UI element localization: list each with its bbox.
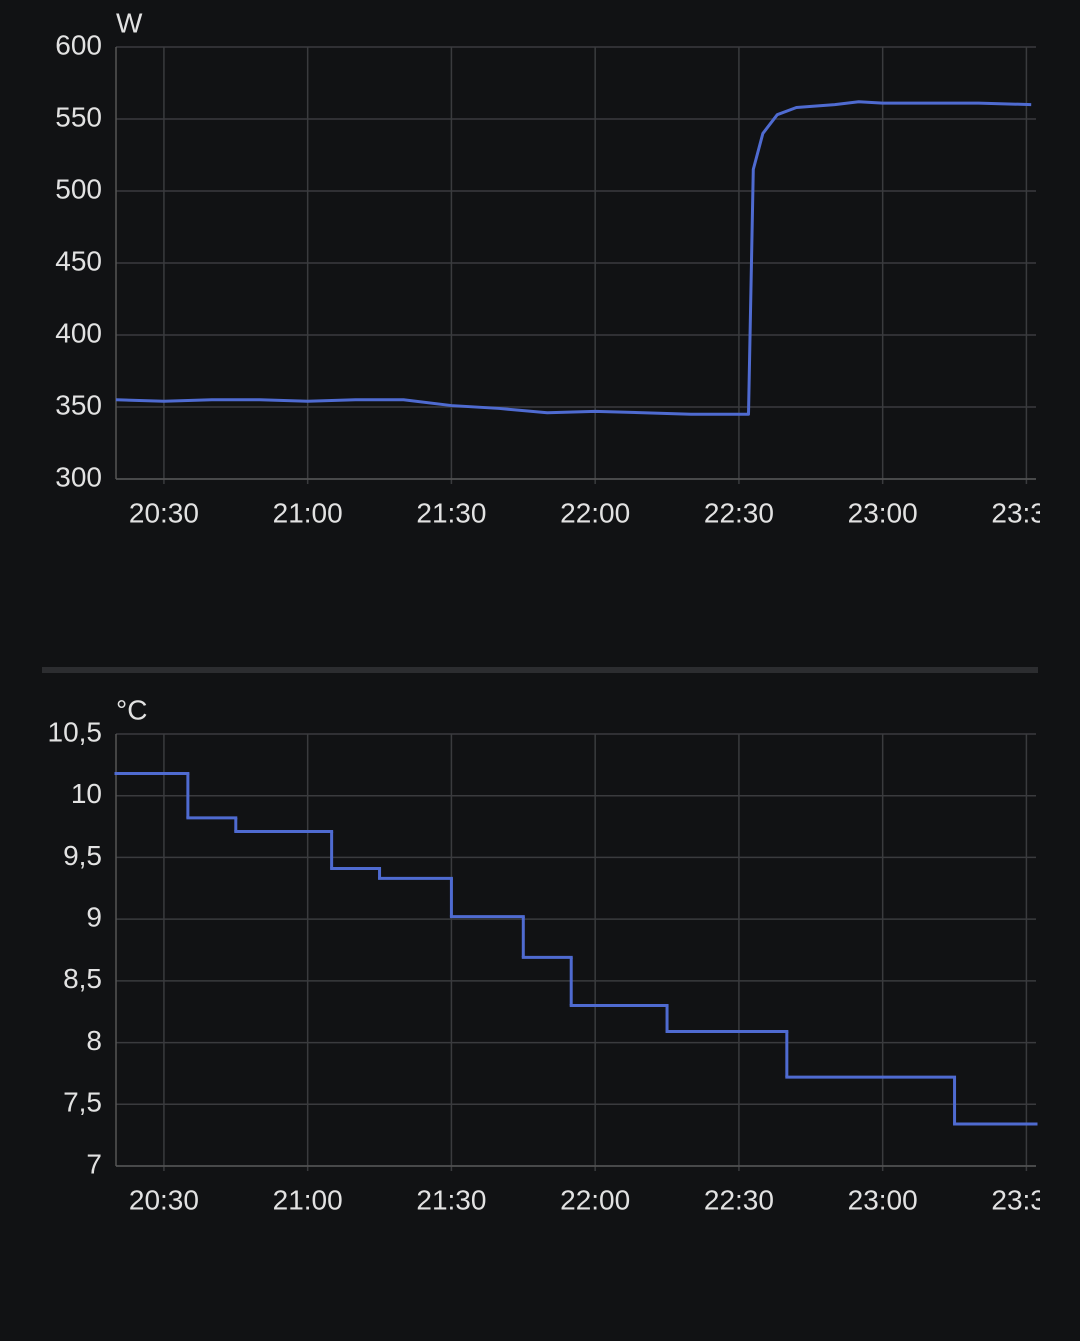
x-tick-label: 23:30 [991, 497, 1061, 528]
x-tick-label: 21:00 [273, 1184, 343, 1215]
y-tick-label: 350 [55, 389, 102, 420]
y-tick-label: 10 [71, 778, 102, 809]
y-tick-label: 10,5 [48, 716, 103, 747]
x-tick-label: 22:30 [704, 1184, 774, 1215]
y-tick-label: 450 [55, 245, 102, 276]
y-tick-label: 9,5 [63, 840, 102, 871]
y-tick-label: 400 [55, 317, 102, 348]
y-tick-label: 9 [86, 902, 102, 933]
x-tick-label: 22:30 [704, 497, 774, 528]
y-tick-label: 600 [55, 29, 102, 60]
x-tick-label: 21:00 [273, 497, 343, 528]
x-tick-label: 23:30 [991, 1184, 1061, 1215]
y-tick-label: 550 [55, 101, 102, 132]
x-tick-label: 20:30 [129, 497, 199, 528]
y-tick-label: 300 [55, 461, 102, 492]
unit-label: °C [116, 694, 147, 725]
divider [42, 667, 1038, 673]
unit-label: W [116, 7, 143, 38]
x-tick-label: 20:30 [129, 1184, 199, 1215]
y-tick-label: 7,5 [63, 1087, 102, 1118]
x-tick-label: 21:30 [416, 1184, 486, 1215]
x-tick-label: 21:30 [416, 497, 486, 528]
x-tick-label: 22:00 [560, 497, 630, 528]
y-tick-label: 8,5 [63, 963, 102, 994]
data-line [115, 100, 1032, 416]
x-tick-label: 23:00 [848, 1184, 918, 1215]
y-tick-label: 7 [86, 1148, 102, 1179]
y-tick-label: 500 [55, 173, 102, 204]
y-tick-label: 8 [86, 1025, 102, 1056]
x-tick-label: 22:00 [560, 1184, 630, 1215]
x-tick-label: 23:00 [848, 497, 918, 528]
